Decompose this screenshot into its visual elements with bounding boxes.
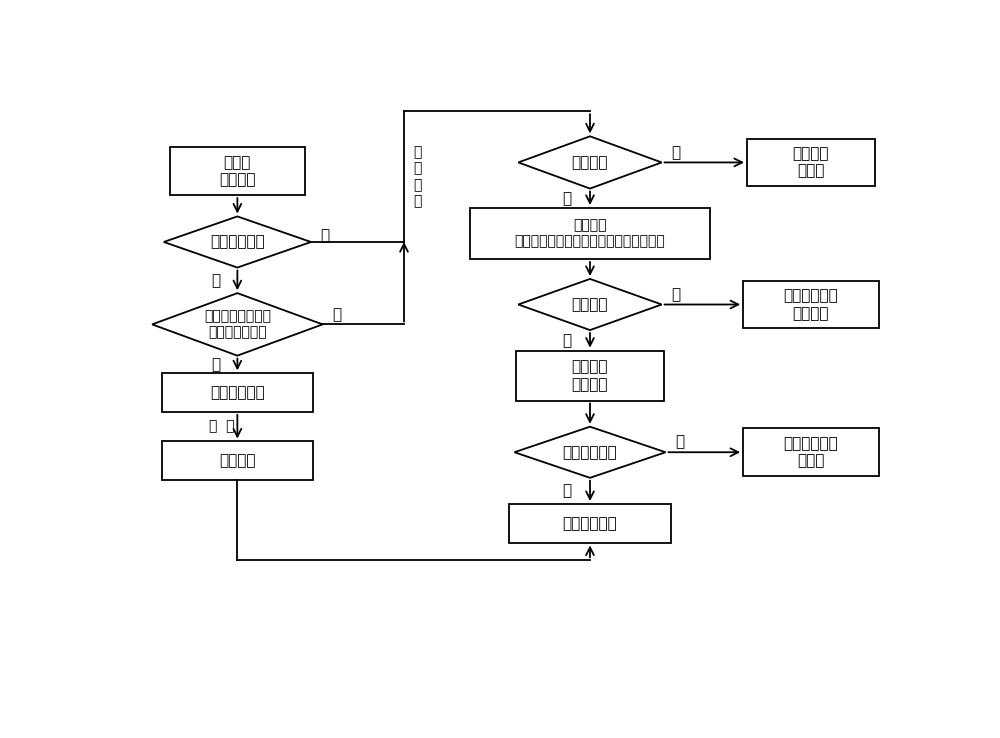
Text: 是: 是	[562, 333, 571, 348]
Text: 是: 是	[211, 273, 220, 288]
Bar	[162, 373, 313, 412]
Polygon shape	[518, 137, 662, 189]
Bar	[162, 441, 313, 480]
Text: 满足启动条件: 满足启动条件	[210, 235, 265, 249]
Bar	[747, 139, 875, 186]
Polygon shape	[518, 279, 662, 330]
Text: 否: 否	[332, 307, 341, 322]
Text: 否: 否	[671, 145, 680, 159]
Text: 是: 是	[562, 483, 571, 498]
Text: 信号可信: 信号可信	[572, 155, 608, 170]
Text: 是: 是	[211, 357, 220, 372]
Text: 采用交互界面
手动控制: 采用交互界面 手动控制	[784, 289, 838, 321]
Text: 中止故障处理
并告警: 中止故障处理 并告警	[784, 436, 838, 469]
Text: 故障处理结束: 故障处理结束	[563, 516, 617, 531]
Bar	[170, 147, 305, 195]
Bar	[743, 428, 879, 477]
Text: 否: 否	[320, 227, 329, 243]
Text: 启动故障分析: 启动故障分析	[210, 385, 265, 400]
Polygon shape	[514, 427, 666, 477]
Text: 继
续
监
听: 继 续 监 听	[413, 145, 422, 208]
Polygon shape	[164, 216, 311, 268]
Text: 中止分析
并告警: 中止分析 并告警	[793, 146, 829, 179]
Polygon shape	[152, 293, 323, 356]
Bar	[470, 208, 710, 259]
Text: 故障分析
获得故障隔离方案及非故障区域恢复方案: 故障分析 获得故障隔离方案及非故障区域恢复方案	[515, 218, 665, 249]
Text: 否: 否	[675, 435, 684, 449]
Text: 获取断面: 获取断面	[219, 453, 256, 469]
Text: 是否执行成功: 是否执行成功	[563, 445, 617, 460]
Text: 检查相关方式设备
的状态是否正确: 检查相关方式设备 的状态是否正确	[204, 309, 271, 339]
Bar	[509, 504, 671, 542]
Text: 否: 否	[671, 287, 680, 302]
Text: 执行故障
处理方案: 执行故障 处理方案	[572, 359, 608, 392]
Text: 自动方式: 自动方式	[572, 297, 608, 312]
Text: 等  待: 等 待	[209, 420, 235, 434]
Text: 是: 是	[562, 190, 571, 206]
Text: 监听到
动作信号: 监听到 动作信号	[219, 155, 256, 187]
Bar	[516, 351, 664, 401]
Bar	[743, 281, 879, 328]
